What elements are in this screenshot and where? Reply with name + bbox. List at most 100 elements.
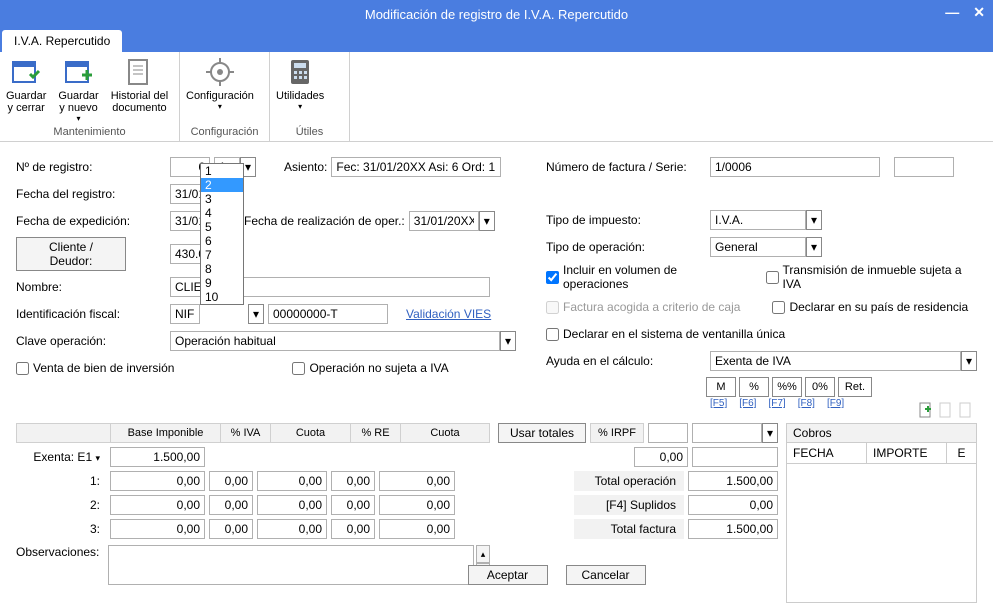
chk-declarar-pais-box[interactable] bbox=[772, 301, 785, 314]
tab-strip: I.V.A. Repercutido bbox=[0, 28, 993, 52]
calc-pct-button[interactable]: % bbox=[739, 377, 769, 397]
fecha-realizacion-dd[interactable]: ▾ bbox=[479, 211, 495, 231]
suplidos-input[interactable] bbox=[688, 495, 778, 515]
irpf-select-dd[interactable]: ▾ bbox=[762, 423, 778, 443]
tipo-operacion-dd[interactable]: ▾ bbox=[806, 237, 822, 257]
dd-item-10[interactable]: 10 bbox=[201, 290, 243, 304]
id-fiscal-tipo[interactable] bbox=[170, 304, 200, 324]
chk-declarar-ventanilla-box[interactable] bbox=[546, 328, 559, 341]
save-new-button[interactable]: Guardar y nuevo ▾ bbox=[52, 52, 104, 124]
utilities-button[interactable]: Utilidades ▾ bbox=[270, 52, 330, 124]
total-fact-input[interactable] bbox=[688, 519, 778, 539]
f6-link[interactable]: [F6] bbox=[739, 398, 756, 409]
chk-venta-bien-inv[interactable]: Venta de bien de inversión bbox=[16, 361, 174, 375]
f5-link[interactable]: [F5] bbox=[710, 398, 727, 409]
r2-pctiva[interactable] bbox=[209, 495, 253, 515]
fecha-realizacion-input[interactable] bbox=[409, 211, 479, 231]
obs-scroll-up[interactable]: ▴ bbox=[476, 545, 490, 563]
r1-cuota[interactable] bbox=[257, 471, 327, 491]
chk-op-no-sujeta-box[interactable] bbox=[292, 362, 305, 375]
r2-pctre[interactable] bbox=[331, 495, 375, 515]
r2-cuota2[interactable] bbox=[379, 495, 455, 515]
r1-pctiva[interactable] bbox=[209, 471, 253, 491]
dd-item-6[interactable]: 6 bbox=[201, 234, 243, 248]
chk-op-no-sujeta[interactable]: Operación no sujeta a IVA bbox=[292, 361, 448, 375]
exenta-label: Exenta: E1 bbox=[33, 450, 92, 464]
irpf-cuota-input[interactable] bbox=[634, 447, 688, 467]
close-icon[interactable]: ✕ bbox=[973, 4, 985, 21]
r3-base[interactable] bbox=[110, 519, 205, 539]
dd-item-8[interactable]: 8 bbox=[201, 262, 243, 276]
r1-pctre[interactable] bbox=[331, 471, 375, 491]
r1-base[interactable] bbox=[110, 471, 205, 491]
lbl-num-registro: Nº de registro: bbox=[16, 160, 166, 174]
validacion-vies-link[interactable]: Validación VIES bbox=[406, 307, 491, 321]
tab-iva-repercutido[interactable]: I.V.A. Repercutido bbox=[2, 30, 122, 52]
chk-declarar-pais[interactable]: Declarar en su país de residencia bbox=[772, 300, 968, 314]
f8-link[interactable]: [F8] bbox=[798, 398, 815, 409]
clave-op-dd[interactable]: ▾ bbox=[500, 331, 516, 351]
dd-item-4[interactable]: 4 bbox=[201, 206, 243, 220]
r2-cuota[interactable] bbox=[257, 495, 327, 515]
id-fiscal-num-input[interactable] bbox=[268, 304, 388, 324]
chk-incluir-volumen[interactable]: Incluir en volumen de operaciones bbox=[546, 263, 740, 291]
dd-item-5[interactable]: 5 bbox=[201, 220, 243, 234]
chk-factura-caja-box bbox=[546, 301, 559, 314]
total-op-input[interactable] bbox=[688, 471, 778, 491]
calc-table-header: Base Imponible % IVA Cuota % RE Cuota bbox=[16, 423, 490, 443]
r2-base[interactable] bbox=[110, 495, 205, 515]
chk-transmision-inmueble-box[interactable] bbox=[766, 271, 779, 284]
calc-pctpct-button[interactable]: %% bbox=[772, 377, 802, 397]
dd-item-1[interactable]: 1 bbox=[201, 164, 243, 178]
r3-cuota2[interactable] bbox=[379, 519, 455, 539]
tipo-impuesto-input[interactable] bbox=[710, 210, 806, 230]
num-factura-input[interactable] bbox=[710, 157, 880, 177]
calc-zero-button[interactable]: 0% bbox=[805, 377, 835, 397]
ribbon: Guardar y cerrar Guardar y nuevo ▾ Histo… bbox=[0, 52, 993, 142]
doc-history-button[interactable]: Historial del documento bbox=[105, 52, 174, 124]
chk-declarar-ventanilla[interactable]: Declarar en el sistema de ventanilla úni… bbox=[546, 327, 785, 341]
r3-cuota[interactable] bbox=[257, 519, 327, 539]
tipo-impuesto-dd[interactable]: ▾ bbox=[806, 210, 822, 230]
irpf-extra-input[interactable] bbox=[692, 447, 778, 467]
exenta-dd-icon[interactable]: ▾ bbox=[95, 453, 100, 463]
cobros-delete-icon[interactable] bbox=[958, 402, 974, 418]
id-fiscal-tipo-dd[interactable]: ▾ bbox=[248, 304, 264, 324]
config-button[interactable]: Configuración ▾ bbox=[180, 52, 260, 124]
r3-pctre[interactable] bbox=[331, 519, 375, 539]
irpf-select[interactable] bbox=[692, 423, 762, 443]
cobros-add-icon[interactable] bbox=[918, 402, 934, 418]
minimize-icon[interactable]: — bbox=[945, 4, 959, 21]
lbl-ayuda-calculo: Ayuda en el cálculo: bbox=[546, 354, 706, 368]
lbl-tipo-operacion: Tipo de operación: bbox=[546, 240, 706, 254]
ayuda-calculo-input[interactable] bbox=[710, 351, 961, 371]
num-factura-extra-input[interactable] bbox=[894, 157, 954, 177]
f9-link[interactable]: [F9] bbox=[827, 398, 844, 409]
chk-venta-bien-inv-box[interactable] bbox=[16, 362, 29, 375]
serie-dropdown-list[interactable]: 1 2 3 4 5 6 7 8 9 10 bbox=[200, 163, 244, 305]
cliente-deudor-button[interactable]: Cliente / Deudor: bbox=[16, 237, 126, 271]
exenta-base-input[interactable] bbox=[110, 447, 205, 467]
f7-link[interactable]: [F7] bbox=[768, 398, 785, 409]
r3-pctiva[interactable] bbox=[209, 519, 253, 539]
r1-cuota2[interactable] bbox=[379, 471, 455, 491]
tipo-operacion-input[interactable] bbox=[710, 237, 806, 257]
asiento-input[interactable] bbox=[331, 157, 501, 177]
chk-incluir-volumen-box[interactable] bbox=[546, 271, 559, 284]
clave-op-input[interactable] bbox=[170, 331, 500, 351]
ayuda-calculo-dd[interactable]: ▾ bbox=[961, 351, 977, 371]
dd-item-7[interactable]: 7 bbox=[201, 248, 243, 262]
calc-ret-button[interactable]: Ret. bbox=[838, 377, 872, 397]
usar-totales-button[interactable]: Usar totales bbox=[498, 423, 586, 443]
dd-item-2[interactable]: 2 bbox=[201, 178, 243, 192]
ribbon-group-mantenimiento: Mantenimiento bbox=[0, 124, 179, 141]
chk-transmision-inmueble[interactable]: Transmisión de inmueble sujeta a IVA bbox=[766, 263, 978, 291]
pct-irpf-input[interactable] bbox=[648, 423, 688, 443]
dd-item-3[interactable]: 3 bbox=[201, 192, 243, 206]
aceptar-button[interactable]: Aceptar bbox=[468, 565, 548, 585]
calc-m-button[interactable]: M bbox=[706, 377, 736, 397]
save-close-button[interactable]: Guardar y cerrar bbox=[0, 52, 52, 124]
dd-item-9[interactable]: 9 bbox=[201, 276, 243, 290]
cobros-edit-icon[interactable] bbox=[938, 402, 954, 418]
cancelar-button[interactable]: Cancelar bbox=[566, 565, 646, 585]
